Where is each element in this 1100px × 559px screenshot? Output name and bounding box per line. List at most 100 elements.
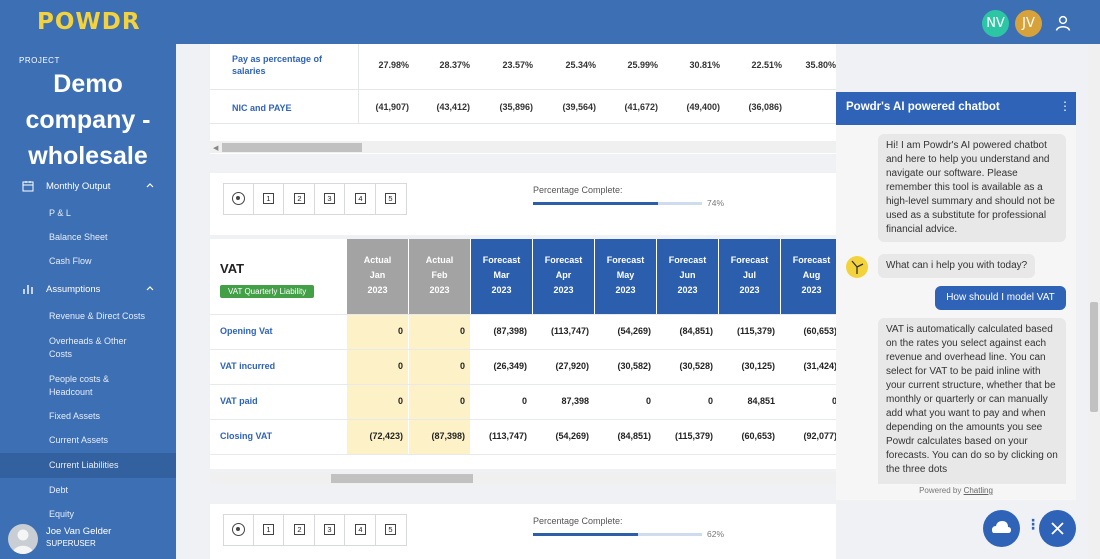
sidebar-item-equity[interactable]: Equity (49, 509, 75, 519)
table-cell[interactable]: 0 (397, 396, 403, 406)
table-cell: 25.99% (627, 60, 658, 70)
sidebar-item-people[interactable]: People costs & Headcount (49, 374, 110, 397)
horizontal-scrollbar[interactable] (210, 472, 836, 484)
chatling-link[interactable]: Chatling (963, 486, 993, 495)
sidebar-item-pl[interactable]: P & L (49, 208, 71, 218)
column-header-type: Actual (425, 255, 454, 265)
vat-title: VAT (220, 261, 245, 276)
close-chat-button[interactable] (1039, 510, 1076, 547)
controls-card: 1 2 3 4 5 Percentage Complete: 62% (210, 504, 836, 559)
table-cell[interactable]: (31,424) (803, 361, 837, 371)
step-1[interactable]: 1 (254, 184, 284, 214)
table-cell[interactable]: 0 (707, 396, 713, 406)
table-cell[interactable]: (54,269) (555, 431, 589, 441)
fab-kebab-icon[interactable]: ⋮ (1026, 516, 1040, 532)
step-label: 5 (385, 193, 396, 204)
step-3[interactable]: 3 (315, 184, 345, 214)
sidebar-item-current-assets[interactable]: Current Assets (49, 435, 109, 445)
chatling-icon (992, 521, 1011, 533)
table-cell[interactable]: 84,851 (747, 396, 775, 406)
powdr-logo[interactable]: POWDR (37, 9, 141, 35)
column-header-year: 2023 (553, 285, 574, 295)
user-name: Joe Van Gelder (46, 526, 112, 537)
table-cell[interactable]: (72,423) (369, 431, 403, 441)
table-cell[interactable]: (30,582) (617, 361, 651, 371)
table-cell[interactable]: (60,653) (803, 326, 837, 336)
table-cell[interactable]: 0 (645, 396, 651, 406)
step-5[interactable]: 5 (376, 184, 406, 214)
step-2[interactable]: 2 (285, 184, 315, 214)
table-cell[interactable]: (87,398) (493, 326, 527, 336)
scroll-left-icon[interactable]: ◀ (213, 145, 219, 152)
table-cell[interactable]: (113,747) (550, 326, 589, 336)
table-cell[interactable]: 0 (397, 361, 403, 371)
horizontal-scrollbar[interactable]: ◀ (210, 141, 836, 153)
user-footer[interactable]: Joe Van Gelder SUPERUSER (8, 524, 176, 556)
percentage-value: 74% (707, 198, 725, 208)
table-cell[interactable]: (92,077) (803, 431, 837, 441)
bot-message: Hi! I am Powdr's AI powered chatbot and … (878, 134, 1066, 242)
sidebar-item-fixed-assets[interactable]: Fixed Assets (49, 411, 101, 421)
step-radio[interactable] (224, 515, 254, 545)
step-4[interactable]: 4 (346, 515, 376, 545)
table-cell[interactable]: 0 (831, 396, 837, 406)
step-1[interactable]: 1 (254, 515, 284, 545)
table-cell[interactable]: (27,920) (555, 361, 589, 371)
sidebar-item-revenue[interactable]: Revenue & Direct Costs (49, 311, 146, 321)
step-label: 4 (355, 193, 366, 204)
user-message: How should I model VAT (935, 286, 1066, 310)
scrollbar-thumb[interactable] (331, 474, 473, 483)
sidebar-item-current-liabilities[interactable]: Current Liabilities (0, 453, 176, 478)
step-selector: 1 2 3 4 5 (223, 514, 407, 546)
table-cell[interactable]: (113,747) (488, 431, 527, 441)
step-4[interactable]: 4 (346, 184, 376, 214)
step-radio[interactable] (224, 184, 254, 214)
column-header-type: Forecast (544, 255, 583, 265)
table-cell[interactable]: 0 (459, 326, 465, 336)
table-cell[interactable]: 0 (521, 396, 527, 406)
vertical-scrollbar[interactable] (1088, 44, 1100, 559)
table-cell[interactable]: (84,851) (617, 431, 651, 441)
project-label: PROJECT (19, 56, 60, 65)
step-3[interactable]: 3 (315, 515, 345, 545)
chatbot-title: Powdr's AI powered chatbot (846, 101, 1000, 113)
table-cell: (43,412) (436, 102, 470, 112)
table-cell[interactable]: 0 (459, 361, 465, 371)
table-cell[interactable]: (84,851) (679, 326, 713, 336)
table-cell[interactable]: 87,398 (561, 396, 589, 406)
avatar-jv[interactable]: JV (1015, 10, 1042, 37)
table-cell[interactable]: (115,379) (736, 326, 775, 336)
table-cell[interactable]: 0 (459, 396, 465, 406)
user-avatar (8, 524, 38, 554)
table-cell[interactable]: (115,379) (674, 431, 713, 441)
step-5[interactable]: 5 (376, 515, 406, 545)
table-cell[interactable]: (60,653) (741, 431, 775, 441)
table-cell[interactable]: (26,349) (493, 361, 527, 371)
table-cell[interactable]: (30,125) (741, 361, 775, 371)
table-cell[interactable]: (30,528) (679, 361, 713, 371)
column-header-month: Apr (555, 270, 572, 280)
bot-message: VAT is automatically calculated based on… (878, 318, 1066, 484)
top-bar: POWDR NV JV (0, 0, 1100, 44)
section-assumptions[interactable]: Assumptions (0, 278, 176, 302)
section-monthly-output[interactable]: Monthly Output (0, 175, 176, 199)
chat-kebab-icon[interactable]: ⋮ (1059, 99, 1071, 113)
sidebar-item-overheads[interactable]: Overheads & Other Costs (49, 336, 127, 359)
table-row: NIC and PAYE (41,907) (43,412) (35,896) … (210, 90, 836, 124)
scrollbar-thumb[interactable] (1090, 302, 1098, 412)
scrollbar-thumb[interactable] (222, 143, 362, 152)
sidebar-item-balance-sheet[interactable]: Balance Sheet (49, 232, 108, 242)
powered-by-text: Powered by (919, 486, 962, 495)
column-header: Forecast Jun 2023 (657, 239, 718, 314)
vat-badge[interactable]: VAT Quarterly Liability (220, 285, 315, 298)
sidebar-item-cash-flow[interactable]: Cash Flow (49, 256, 92, 266)
close-icon (1051, 522, 1064, 535)
table-cell[interactable]: (87,398) (431, 431, 465, 441)
user-icon[interactable] (1054, 14, 1072, 32)
table-cell[interactable]: (54,269) (617, 326, 651, 336)
step-2[interactable]: 2 (285, 515, 315, 545)
avatar-nv[interactable]: NV (982, 10, 1009, 37)
sidebar-item-debt[interactable]: Debt (49, 485, 69, 495)
chatling-button[interactable] (983, 510, 1020, 547)
table-cell[interactable]: 0 (397, 326, 403, 336)
